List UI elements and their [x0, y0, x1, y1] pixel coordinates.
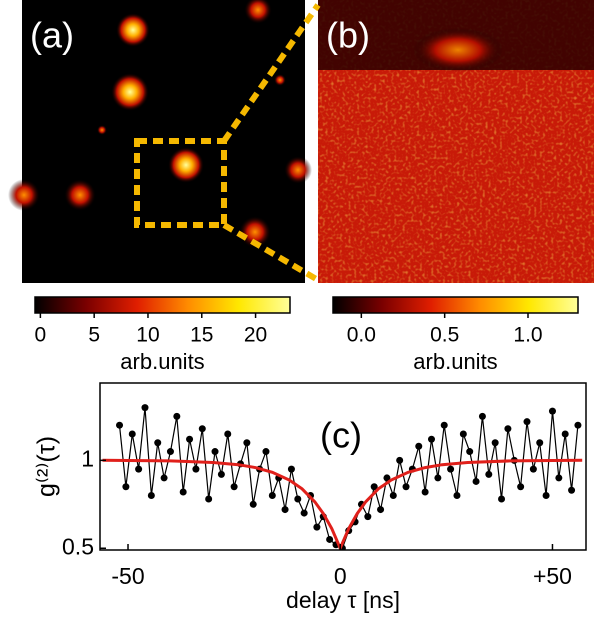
data-point: [485, 470, 493, 478]
panel-label: (b): [326, 15, 370, 56]
data-point: [536, 439, 544, 447]
series-line: [102, 458, 583, 550]
data-point: [224, 430, 232, 438]
data-point: [141, 404, 149, 412]
x-tick-label: -50: [111, 563, 144, 589]
data-point: [230, 483, 238, 491]
data-point: [466, 448, 474, 456]
data-point: [574, 421, 582, 429]
data-point: [548, 407, 556, 415]
data-point: [287, 465, 295, 473]
plot-frame: [99, 382, 587, 551]
colorbar-tick-label: 0.5: [430, 324, 459, 347]
colorbar-tick-label: 15: [190, 324, 213, 347]
colorbar-tick-label: 1.0: [513, 324, 542, 347]
colorbar-tick-label: 5: [88, 324, 100, 347]
y-tick-label: 1: [81, 445, 94, 471]
x-tick-label: 0: [334, 563, 347, 589]
data-point: [313, 523, 321, 531]
x-axis-label: delay τ [ns]: [286, 587, 400, 613]
data-point: [147, 492, 155, 500]
data-point: [211, 448, 219, 456]
colorbar-label: arb.units: [413, 349, 497, 374]
data-point: [249, 500, 257, 508]
data-point: [555, 474, 563, 482]
panel-label: (a): [30, 15, 74, 56]
data-point: [472, 477, 480, 485]
data-point: [517, 483, 525, 491]
data-point: [421, 488, 429, 496]
data-point: [498, 495, 506, 503]
data-point: [377, 506, 385, 514]
data-point: [383, 474, 391, 482]
colorbar-tick-label: 0.0: [347, 324, 376, 347]
zoom-line: [221, 3, 321, 143]
data-point: [561, 430, 569, 438]
data-point: [192, 465, 200, 473]
data-point: [262, 448, 270, 456]
data-point: [217, 470, 225, 478]
colorbar: [34, 296, 291, 314]
data-point: [243, 439, 251, 447]
data-point: [453, 492, 461, 500]
y-axis-label: g⁽²⁾(τ): [33, 436, 61, 497]
colorbar-tick-label: 0: [35, 324, 47, 347]
x-tick-label: +50: [533, 563, 572, 589]
data-point: [427, 435, 435, 443]
colorbar-tick-label: 20: [244, 324, 267, 347]
colorbar-label: arb.units: [120, 349, 204, 374]
data-point: [523, 418, 531, 426]
data-point: [173, 412, 181, 420]
data-point: [281, 506, 289, 514]
data-point: [198, 425, 206, 433]
data-point: [370, 483, 378, 491]
data-point: [205, 495, 213, 503]
data-point: [116, 421, 124, 429]
data-point: [268, 492, 276, 500]
data-point: [154, 439, 162, 447]
data-point: [434, 474, 442, 482]
image-a: [8, 0, 312, 283]
data-point: [294, 495, 302, 503]
data-point: [326, 535, 334, 543]
zoom-line: [222, 222, 320, 283]
plot-area: [102, 404, 583, 550]
y-tick-label: 0.5: [62, 533, 94, 559]
data-point: [122, 483, 130, 491]
data-point: [179, 488, 187, 496]
data-point: [186, 435, 194, 443]
data-point: [568, 486, 576, 494]
data-point: [529, 465, 537, 473]
data-point: [491, 439, 499, 447]
colorbar: [332, 296, 579, 314]
colorbar-tick-label: 10: [136, 324, 159, 347]
data-point: [459, 430, 467, 438]
data-point: [478, 412, 486, 420]
data-point: [160, 474, 168, 482]
data-point: [440, 421, 448, 429]
data-point: [415, 442, 423, 450]
data-point: [128, 430, 136, 438]
data-point: [542, 492, 550, 500]
data-point: [389, 492, 397, 500]
panel-label: (c): [320, 415, 362, 456]
data-point: [504, 425, 512, 433]
data-point: [166, 448, 174, 456]
data-point: [135, 465, 143, 473]
data-point: [364, 513, 372, 521]
image-b: [318, 0, 594, 283]
data-point: [396, 456, 404, 464]
data-point: [402, 483, 410, 491]
data-point: [300, 509, 308, 517]
data-point: [447, 465, 455, 473]
